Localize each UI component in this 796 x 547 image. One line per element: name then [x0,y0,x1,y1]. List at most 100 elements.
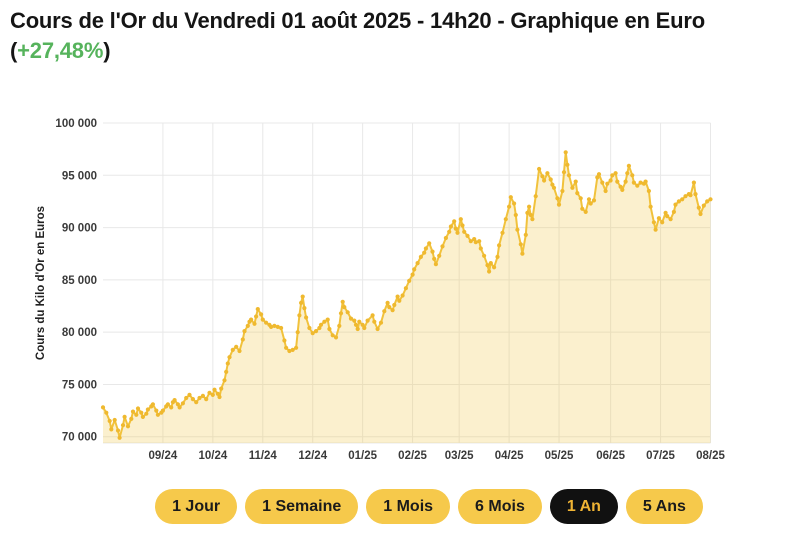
data-point-marker[interactable] [455,230,460,235]
data-point-marker[interactable] [495,254,500,259]
data-point-marker[interactable] [482,253,487,258]
data-point-marker[interactable] [120,423,126,428]
data-point-marker[interactable] [140,414,145,419]
data-point-marker[interactable] [542,178,547,183]
data-point-marker[interactable] [648,204,653,209]
data-point-marker[interactable] [437,253,442,258]
data-point-marker[interactable] [200,393,205,398]
data-point-marker[interactable] [290,347,295,352]
range-button-5-ans[interactable]: 5 Ans [625,489,703,525]
price-chart-svg[interactable]: 70 000 75 000 80 000 85 000 90 000 95 000 100 … [0,100,796,480]
data-point-marker[interactable] [224,369,229,374]
data-point-marker[interactable] [104,410,109,415]
data-point-marker[interactable] [580,206,585,211]
data-point-marker[interactable] [563,150,568,155]
data-point-marker[interactable] [477,239,482,244]
data-point-marker[interactable] [440,244,445,249]
data-point-marker[interactable] [144,411,149,416]
data-point-marker[interactable] [608,178,613,183]
data-point-marker[interactable] [227,355,232,360]
data-point-marker[interactable] [676,199,682,204]
data-point-marker[interactable] [548,177,553,182]
data-point-marker[interactable] [204,397,209,402]
data-point-marker[interactable] [325,317,330,322]
data-point-marker[interactable] [172,398,177,403]
data-point-marker[interactable] [299,300,304,305]
data-point-marker[interactable] [511,201,517,206]
data-point-marker[interactable] [503,217,508,222]
data-point-marker[interactable] [508,195,513,200]
data-point-marker[interactable] [139,410,144,415]
data-point-marker[interactable] [443,235,448,241]
data-point-marker[interactable] [565,162,570,167]
data-point-marker[interactable] [190,397,195,402]
data-point-marker[interactable] [112,417,117,423]
data-point-marker[interactable] [269,324,274,329]
data-point-marker[interactable] [651,220,657,225]
data-point-marker[interactable] [638,180,643,185]
data-point-marker[interactable] [673,202,678,207]
data-point-marker[interactable] [473,240,478,245]
data-point-marker[interactable] [255,307,260,312]
data-point-marker[interactable] [169,405,174,410]
data-point-marker[interactable] [537,166,542,172]
data-point-marker[interactable] [701,203,706,208]
data-point-marker[interactable] [613,171,618,176]
data-point-marker[interactable] [578,196,583,201]
data-point-marker[interactable] [230,347,235,352]
data-point-marker[interactable] [653,227,658,232]
data-point-marker[interactable] [107,418,112,424]
data-point-marker[interactable] [566,173,572,178]
data-point-marker[interactable] [412,267,417,272]
data-point-marker[interactable] [520,251,525,256]
data-point-marker[interactable] [215,391,220,396]
data-point-marker[interactable] [390,308,395,313]
data-point-marker[interactable] [561,170,567,175]
data-point-marker[interactable] [460,223,465,228]
data-point-marker[interactable] [626,163,632,168]
data-point-marker[interactable] [530,217,535,222]
data-point-marker[interactable] [605,181,610,186]
data-point-marker[interactable] [387,305,392,310]
data-point-marker[interactable] [330,333,335,338]
data-point-marker[interactable] [497,243,502,248]
data-point-marker[interactable] [352,318,357,323]
range-button-1-mois[interactable]: 1 Mois [366,489,451,525]
data-point-marker[interactable] [122,414,127,419]
data-point-marker[interactable] [448,224,453,229]
data-point-marker[interactable] [372,319,377,324]
data-point-marker[interactable] [665,214,670,219]
data-point-marker[interactable] [523,232,528,237]
data-point-marker[interactable] [353,322,359,327]
data-point-marker[interactable] [154,408,159,413]
data-point-marker[interactable] [586,197,592,202]
data-point-marker[interactable] [430,249,435,254]
data-point-marker[interactable] [668,217,673,222]
data-point-marker[interactable] [125,424,131,429]
data-point-marker[interactable] [242,329,247,334]
data-point-marker[interactable] [591,198,597,203]
data-point-marker[interactable] [272,323,277,328]
data-point-marker[interactable] [410,272,415,277]
data-point-marker[interactable] [340,299,345,304]
data-point-marker[interactable] [583,209,588,214]
data-point-marker[interactable] [423,246,428,251]
data-point-marker[interactable] [603,188,608,194]
data-point-marker[interactable] [515,227,520,232]
data-point-marker[interactable] [560,188,565,194]
data-point-marker[interactable] [297,313,302,318]
data-point-marker[interactable] [507,204,512,209]
data-point-marker[interactable] [488,261,493,266]
data-point-marker[interactable] [573,179,578,184]
data-point-marker[interactable] [129,416,134,421]
data-point-marker[interactable] [234,344,239,349]
data-point-marker[interactable] [295,330,300,335]
data-point-marker[interactable] [452,219,457,224]
data-point-marker[interactable] [370,313,375,318]
data-point-marker[interactable] [556,202,562,207]
data-point-marker[interactable] [403,286,408,291]
data-point-marker[interactable] [527,204,532,209]
data-point-marker[interactable] [540,174,545,179]
data-point-marker[interactable] [145,407,150,412]
data-point-marker[interactable] [375,326,380,332]
